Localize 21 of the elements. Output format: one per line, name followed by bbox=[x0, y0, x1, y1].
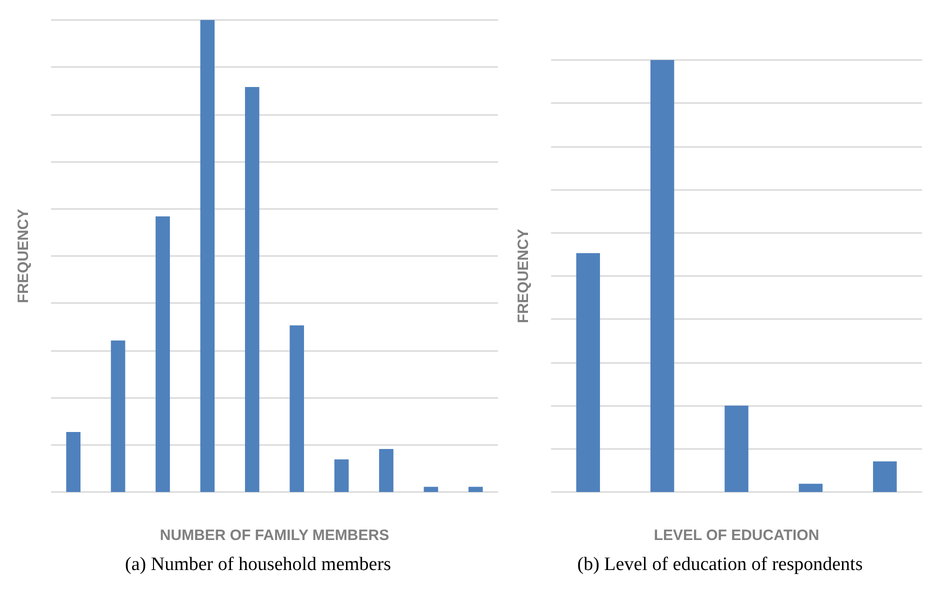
bar bbox=[873, 461, 897, 492]
bar bbox=[110, 340, 126, 492]
bar bbox=[424, 486, 438, 492]
x-axis-title: NUMBER OF FAMILY MEMBERS bbox=[160, 527, 390, 544]
bar bbox=[200, 20, 215, 492]
y-axis-title: FREQUENCY bbox=[15, 208, 32, 304]
text: (b) Level of education of respondents bbox=[576, 554, 864, 576]
x-axis-title: LEVEL OF EDUCATION bbox=[654, 527, 820, 544]
bar bbox=[290, 325, 304, 492]
bar bbox=[576, 253, 600, 492]
text: (a) Number of household members bbox=[124, 554, 392, 576]
bar bbox=[156, 216, 170, 492]
y-axis-title: FREQUENCY bbox=[515, 228, 532, 324]
bar bbox=[379, 449, 394, 492]
bar bbox=[798, 484, 823, 492]
bar bbox=[724, 406, 748, 492]
bar bbox=[334, 459, 349, 492]
bar bbox=[650, 60, 674, 492]
bar bbox=[468, 486, 483, 492]
bar bbox=[245, 87, 260, 492]
bar bbox=[66, 432, 80, 492]
